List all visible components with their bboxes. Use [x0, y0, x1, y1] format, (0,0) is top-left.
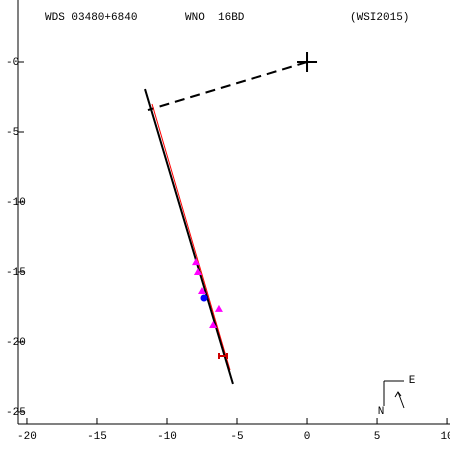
y-tick-label: -20	[6, 337, 26, 349]
y-tick-label: -0	[6, 57, 19, 69]
x-tick-label: 5	[374, 431, 381, 443]
observation	[198, 287, 207, 295]
motion-arrow	[397, 391, 405, 409]
orbit-line	[151, 103, 231, 371]
header-name: WNO 16BD	[185, 12, 245, 24]
compass: N E	[378, 375, 416, 418]
x-tick-label: -20	[17, 431, 37, 443]
compass-n-label: N	[378, 406, 385, 418]
header-id: WDS 03480+6840	[45, 12, 137, 24]
observation	[214, 304, 223, 312]
y-tick-label: -5	[6, 127, 19, 139]
y-tick-label: -15	[6, 267, 26, 279]
orbit-line	[144, 88, 234, 385]
node-line	[147, 61, 308, 111]
x-tick-label: 0	[304, 431, 311, 443]
x-tick-label: -15	[87, 431, 107, 443]
x-tick-label: -10	[157, 431, 177, 443]
primary-star	[297, 52, 318, 73]
motion-arrow-head	[394, 391, 402, 398]
observation	[218, 352, 229, 359]
observation	[200, 294, 208, 302]
compass-e-label: E	[409, 375, 416, 387]
observation	[193, 267, 202, 275]
y-tick-label: -10	[6, 197, 26, 209]
x-tick-label: -5	[230, 431, 243, 443]
observation	[191, 258, 200, 266]
y-tick-label: -25	[6, 407, 26, 419]
header-ref: (WSI2015)	[350, 12, 409, 24]
x-tick-label: 10	[440, 431, 450, 443]
observation	[209, 321, 218, 329]
